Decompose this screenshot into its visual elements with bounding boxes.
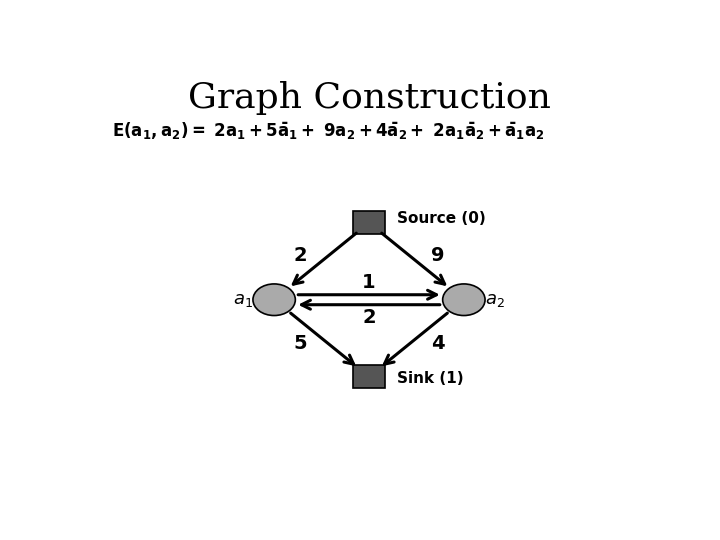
Text: Sink (1): Sink (1) — [397, 371, 464, 386]
Text: 1: 1 — [362, 273, 376, 292]
Text: Source (0): Source (0) — [397, 211, 486, 226]
Text: $a_2$: $a_2$ — [485, 291, 505, 309]
Text: 9: 9 — [431, 246, 445, 265]
FancyBboxPatch shape — [354, 365, 384, 388]
FancyBboxPatch shape — [354, 211, 384, 234]
Text: $a_1$: $a_1$ — [233, 291, 253, 309]
Text: 4: 4 — [431, 334, 445, 353]
Text: $\mathbf{E(a_1,a_2)}$$\mathbf{ = \ 2a_1 + 5\bar{a}_1 + \ 9a_2 + 4\bar{a}_2 + \ 2: $\mathbf{E(a_1,a_2)}$$\mathbf{ = \ 2a_1 … — [112, 121, 545, 142]
Circle shape — [443, 284, 485, 315]
Text: 5: 5 — [293, 334, 307, 353]
Circle shape — [253, 284, 295, 315]
Text: 2: 2 — [362, 308, 376, 327]
Text: 2: 2 — [293, 246, 307, 265]
Text: Graph Construction: Graph Construction — [188, 82, 550, 116]
